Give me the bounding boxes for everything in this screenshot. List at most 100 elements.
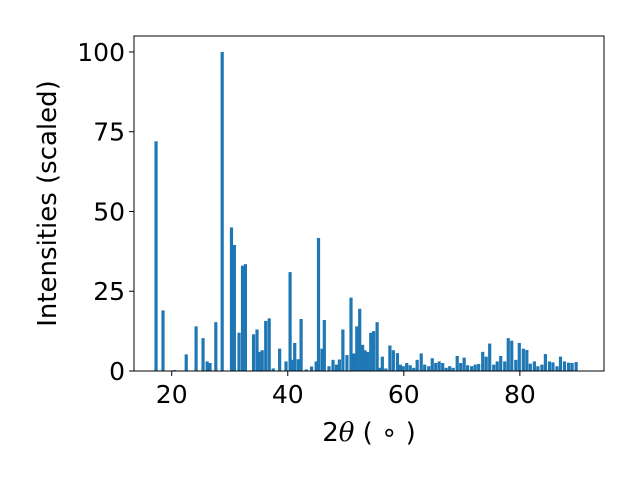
bar <box>243 264 247 371</box>
bar <box>412 367 416 371</box>
bar <box>521 348 525 371</box>
bar <box>355 326 359 371</box>
y-tick-label: 25 <box>93 277 125 306</box>
bar <box>299 319 303 371</box>
bar <box>154 141 158 371</box>
bar <box>455 356 459 371</box>
bar <box>570 363 574 371</box>
bar <box>288 272 292 371</box>
x-tick-label: 80 <box>504 380 536 409</box>
bar <box>459 363 463 371</box>
bar <box>293 342 297 371</box>
bar <box>290 359 294 371</box>
bar <box>567 362 571 371</box>
bar <box>484 356 488 371</box>
bar <box>540 364 544 371</box>
x-axis-label-suffix: ( ∘ ) <box>354 418 415 448</box>
bar <box>517 342 521 371</box>
bar <box>398 364 402 371</box>
y-tick-label: 100 <box>77 38 125 67</box>
bars-group <box>154 51 578 371</box>
bar <box>380 356 384 371</box>
bar <box>555 366 559 371</box>
y-tick-label: 50 <box>93 197 125 226</box>
bar <box>528 363 532 371</box>
bar <box>451 367 455 371</box>
bar <box>506 338 510 371</box>
bar <box>194 326 198 371</box>
x-axis-label: 2θ ( ∘ ) <box>322 418 416 448</box>
bar <box>437 361 441 371</box>
bar <box>558 356 563 371</box>
x-axis-label-symbol: θ <box>339 418 355 448</box>
bar <box>205 361 209 371</box>
bar <box>536 366 540 371</box>
bar <box>551 362 555 371</box>
bar <box>395 353 400 371</box>
bar <box>419 353 423 371</box>
bar <box>208 363 212 371</box>
bar <box>423 364 427 371</box>
bar <box>415 359 419 371</box>
y-axis: 0 25 50 75 100 <box>77 38 134 386</box>
x-tick-label: 20 <box>156 380 188 409</box>
bar <box>184 354 188 371</box>
bar <box>304 369 308 371</box>
bar <box>532 361 536 371</box>
y-tick-label: 0 <box>109 357 125 386</box>
bar <box>488 343 492 371</box>
y-axis-label: Intensities (scaled) <box>33 80 63 327</box>
bar <box>255 329 259 371</box>
x-axis-label-prefix: 2 <box>322 418 339 448</box>
bar <box>349 297 353 371</box>
bar <box>331 359 335 371</box>
bar <box>375 322 379 371</box>
bar <box>232 244 236 371</box>
bar <box>547 361 552 371</box>
bar <box>322 319 326 371</box>
bar <box>405 363 409 371</box>
y-tick-label: 75 <box>93 118 125 147</box>
bar <box>278 348 282 371</box>
bar <box>574 362 578 371</box>
bar <box>543 354 547 371</box>
bar <box>503 361 507 371</box>
bar <box>229 227 234 371</box>
bar <box>366 351 370 371</box>
bar <box>271 368 275 371</box>
bar <box>341 329 345 371</box>
bar <box>358 308 362 371</box>
bar <box>309 366 314 371</box>
bar <box>495 361 499 371</box>
bar <box>384 368 388 371</box>
bar <box>257 351 261 371</box>
bar <box>296 359 300 371</box>
bar <box>462 357 466 371</box>
bar <box>514 359 518 371</box>
bar <box>401 366 405 371</box>
bar <box>434 363 438 371</box>
bar <box>267 318 271 371</box>
bar <box>430 358 434 371</box>
bar <box>284 361 288 371</box>
bar <box>378 367 382 371</box>
bar <box>337 359 341 371</box>
bar <box>316 237 321 371</box>
bar <box>372 331 376 371</box>
bar <box>361 344 365 371</box>
bar <box>327 366 331 371</box>
bar <box>466 365 470 371</box>
bar <box>334 364 339 371</box>
bar <box>562 361 567 371</box>
bar <box>481 351 485 371</box>
bar <box>470 366 474 371</box>
bar <box>525 349 529 371</box>
bar <box>220 51 224 371</box>
x-tick-label: 40 <box>272 380 304 409</box>
bar <box>441 363 445 371</box>
bar <box>499 356 503 371</box>
bar <box>448 366 452 371</box>
bar <box>237 332 241 371</box>
x-axis: 20 40 60 80 <box>156 371 536 409</box>
